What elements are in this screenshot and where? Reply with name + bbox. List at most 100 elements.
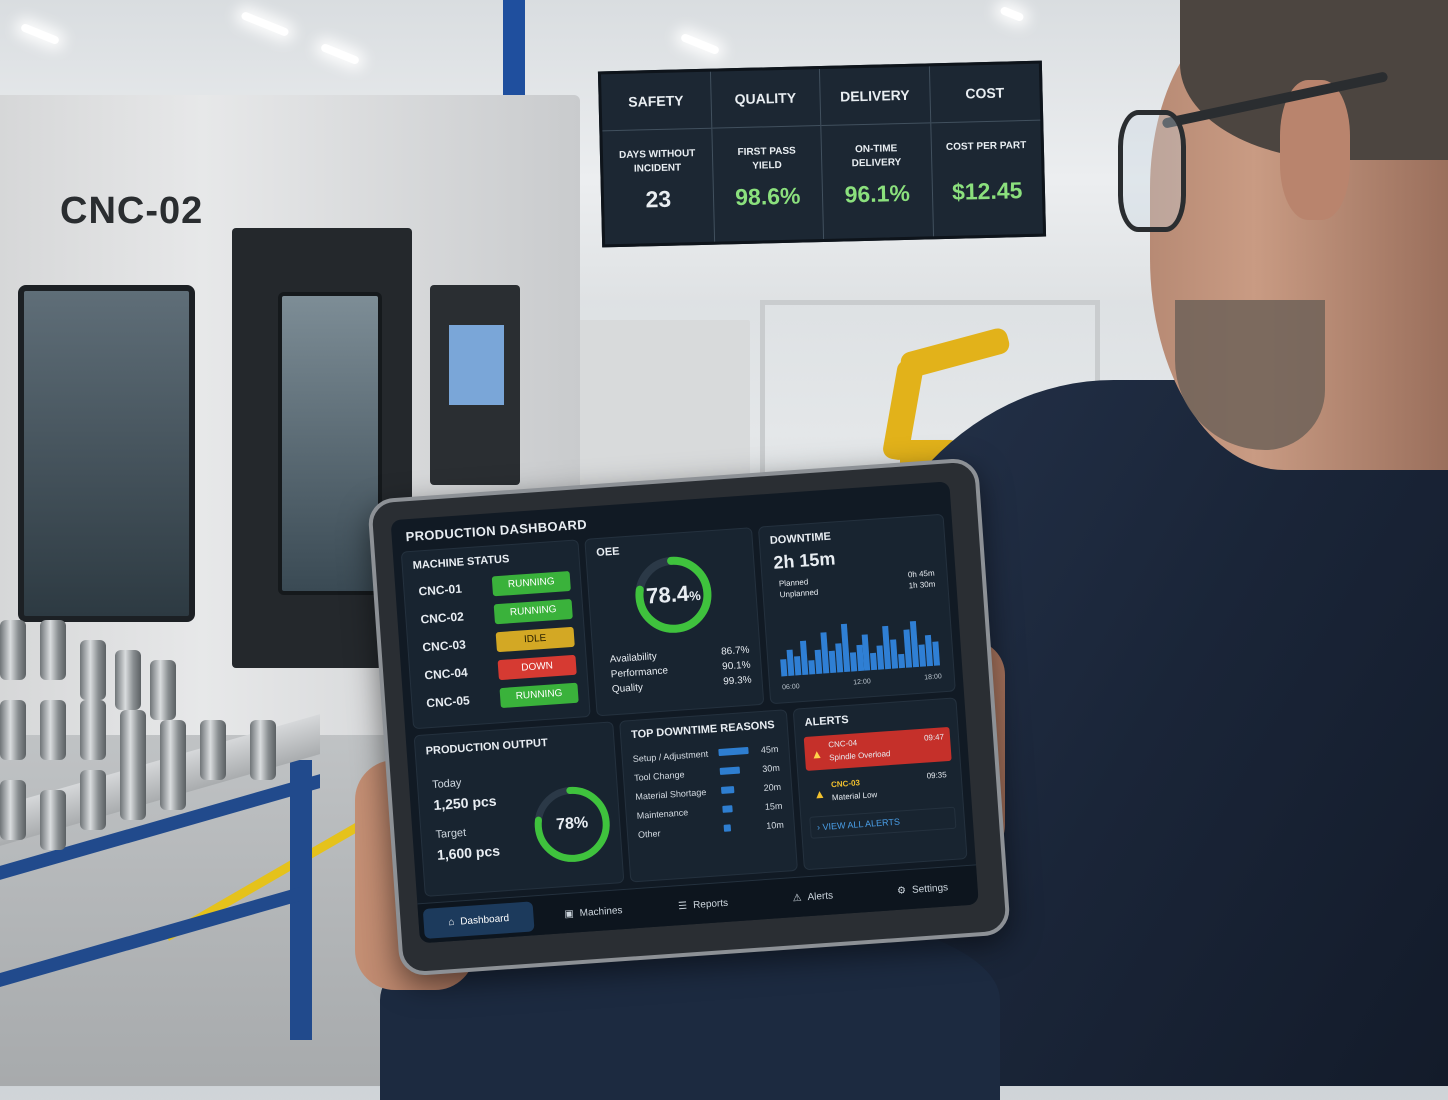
view-all-alerts-link[interactable]: › VIEW ALL ALERTS (809, 806, 957, 839)
reason-label: Setup / Adjustment (632, 748, 709, 764)
alert-message: Spindle Overload (828, 749, 891, 763)
top-downtime-card[interactable]: TOP DOWNTIME REASONS Setup / Adjustment 4… (619, 709, 798, 883)
metal-part (250, 720, 276, 780)
cnc-control-screen (449, 325, 504, 405)
alert-machine: CNC-03 (830, 778, 861, 790)
output-progress-ring (534, 786, 610, 862)
oee-metric-label: Availability (609, 651, 658, 666)
warning-icon: ▲ (813, 786, 827, 802)
downtime-total: 2h 15m (772, 548, 837, 573)
oee-card[interactable]: OEE 78.4% Availability 86.7% Performance 90… (584, 527, 765, 717)
reason-label: Maintenance (636, 806, 689, 821)
downtime-unplanned-label: Unplanned (779, 587, 819, 600)
target-value: 1,600 pcs (436, 842, 501, 863)
oee-metric-label: Quality (611, 682, 644, 696)
alert-warning[interactable]: ▲ CNC-03 09:35 Material Low (806, 767, 954, 811)
kpi-heading: QUALITY (710, 69, 821, 129)
kpi-value: 23 (645, 185, 672, 213)
metal-part (115, 650, 141, 710)
machines-icon: ▣ (563, 908, 575, 920)
reason-bar-track (722, 804, 752, 813)
metal-part (160, 750, 186, 810)
kpi-heading: SAFETY (600, 71, 711, 132)
status-badge: RUNNING (493, 598, 573, 625)
metal-part (0, 700, 26, 760)
oee-gauge-arc (635, 556, 712, 633)
reason-value: 10m (765, 819, 785, 831)
reason-bar (723, 824, 731, 832)
warning-icon: ▲ (810, 746, 824, 762)
metal-part (40, 790, 66, 850)
downtime-planned-label: Planned (778, 577, 809, 589)
machine-name: CNC-04 (423, 665, 469, 683)
downtime-planned-value: 0h 45m (907, 568, 935, 580)
nav-dashboard[interactable]: ⌂ Dashboard (422, 901, 535, 939)
machine-list: CNC-01 RUNNING CNC-02 RUNNING CNC-03 IDLE CNC-… (404, 568, 589, 716)
downtime-card[interactable]: DOWNTIME 2h 15m Planned 0h 45m Unplanned… (757, 513, 956, 705)
metal-part (200, 720, 226, 780)
kpi-board: SAFETY DAYS WITHOUT INCIDENT 23 QUALITY … (597, 60, 1047, 248)
machine-name: CNC-02 (420, 609, 465, 627)
kpi-value: 98.6% (734, 182, 801, 211)
nav-machines[interactable]: ▣ Machines (537, 888, 650, 936)
reason-value: 45m (760, 743, 779, 755)
reason-bar (720, 786, 735, 794)
nav-label: Alerts (807, 889, 834, 903)
kpi-column-quality: QUALITY FIRST PASS YIELD 98.6% (710, 69, 825, 242)
nav-settings[interactable]: ⚙ Settings (866, 865, 978, 913)
metal-part (80, 770, 106, 830)
downtime-bar (808, 659, 816, 675)
bench-leg (290, 760, 312, 1040)
production-output-card[interactable]: PRODUCTION OUTPUT Today 1,250 pcs Target… (413, 721, 625, 897)
nav-alerts[interactable]: ⚠ Alerts (757, 873, 870, 921)
kpi-value: $12.45 (951, 177, 1023, 205)
metal-part (0, 780, 26, 840)
metal-part (40, 700, 66, 760)
downtime-unplanned-value: 1h 30m (908, 579, 936, 591)
alert-time: 09:47 (923, 732, 945, 743)
status-badge: RUNNING (499, 682, 579, 709)
kpi-column-safety: SAFETY DAYS WITHOUT INCIDENT 23 (600, 71, 715, 245)
chevron-right-icon: › (816, 822, 821, 833)
kpi-heading: COST (929, 63, 1041, 124)
nav-reports[interactable]: ☰ Reports (647, 881, 760, 929)
nav-label: Reports (692, 897, 729, 911)
downtime-bar (890, 639, 899, 669)
downtime-bar (862, 634, 871, 671)
downtime-bar (786, 649, 795, 676)
kpi-value: 96.1% (844, 179, 911, 208)
metal-part (80, 700, 106, 760)
alert-time: 09:35 (926, 770, 947, 781)
status-badge: IDLE (495, 626, 575, 653)
cnc-door-window (278, 292, 382, 595)
worker-ear (1280, 80, 1350, 220)
downtime-bar (898, 653, 906, 669)
cnc-window (18, 285, 195, 622)
alert-critical[interactable]: ▲ CNC-04 09:47 Spindle Overload (803, 726, 952, 771)
oee-metric-label: Performance (610, 665, 669, 681)
downtime-bar (924, 634, 934, 667)
reason-bar (719, 766, 741, 775)
axis-label: 06:00 (781, 683, 800, 692)
metal-part (120, 760, 146, 820)
oee-gauge (635, 556, 712, 633)
card-title: MACHINE STATUS (412, 553, 510, 572)
downtime-bar (780, 659, 788, 677)
reason-bar-track (723, 823, 754, 832)
metal-part (40, 620, 66, 680)
machine-status-card[interactable]: MACHINE STATUS CNC-01 RUNNING CNC-02 RUNNIN… (400, 539, 591, 730)
reason-value: 30m (761, 762, 781, 774)
machine-row[interactable]: CNC-05 RUNNING (426, 681, 579, 716)
safety-glasses-lens (1118, 110, 1186, 232)
alerts-card[interactable]: ALERTS ▲ CNC-04 09:47 Spindle Overload ▲… (792, 697, 968, 871)
kpi-metric: FIRST PASS YIELD (737, 145, 796, 172)
reason-bar-track (719, 766, 750, 775)
metal-part (80, 640, 106, 700)
output-progress-arc (534, 786, 610, 862)
tablet-screen: PRODUCTION DASHBOARD MACHINE STATUS CNC-… (390, 481, 979, 944)
downtime-bar (870, 652, 878, 671)
status-badge: RUNNING (491, 570, 571, 597)
kpi-metric: DAYS WITHOUT INCIDENT (618, 148, 696, 175)
gear-icon: ⚙ (896, 884, 907, 897)
reports-icon: ☰ (677, 900, 688, 912)
